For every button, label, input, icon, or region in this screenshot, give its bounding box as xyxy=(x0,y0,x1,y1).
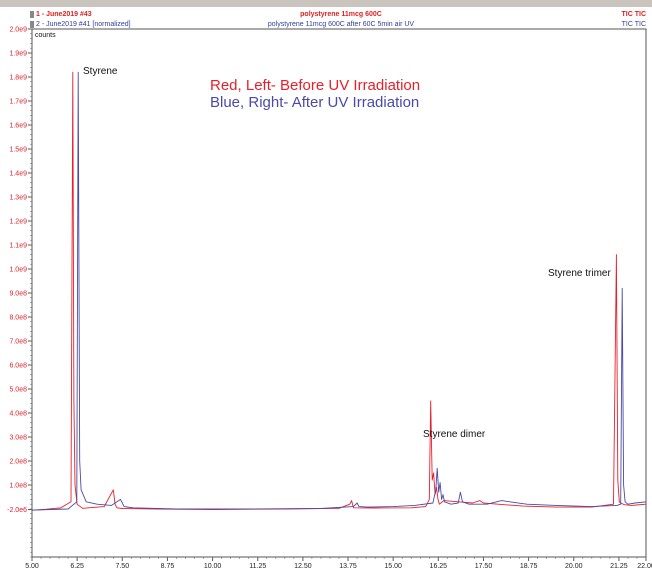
plot-frame xyxy=(31,28,647,558)
x-tick-label: 18.75 xyxy=(520,563,538,569)
x-tick-label: 20.00 xyxy=(565,563,583,569)
styrene-annotation: Styrene xyxy=(83,66,118,77)
x-tick-label: 7.50 xyxy=(115,563,129,569)
y-tick-label: 4.0e8 xyxy=(9,411,27,418)
y-tick-label: 5.0e8 xyxy=(9,387,27,394)
y-axis-ticks: 2.0e9 1.9e9 1.8e9 1.7e9 1.6e9 1.5e9 1.4e9 1.3e9… xyxy=(7,27,32,558)
x-tick-label: 12.50 xyxy=(294,563,312,569)
y-axis-label: counts xyxy=(35,32,56,39)
trace-1-label: 1 - June2019 #43 xyxy=(36,11,92,18)
trace-2-title: polystyrene 11mcg 600C after 60C 5min ai… xyxy=(267,21,415,28)
trace-1-tag: TIC TIC xyxy=(621,11,647,18)
x-tick-label: 6.25 xyxy=(70,563,84,569)
series-layer xyxy=(31,71,647,511)
x-tick-label: 15.00 xyxy=(384,563,402,569)
trace-1-handle-icon[interactable] xyxy=(30,11,34,18)
y-tick-label: 1.2e9 xyxy=(9,219,27,226)
trace-2-header[interactable]: 2 - June2019 #41 [normalized] polystyren… xyxy=(30,19,650,30)
x-tick-label: 22.00 xyxy=(637,563,652,569)
y-tick-label: 1.3e9 xyxy=(9,195,27,202)
y-tick-label: -2.0e6 xyxy=(7,507,27,514)
window-top-band xyxy=(0,0,652,7)
red-trace-line xyxy=(31,71,647,511)
y-tick-label: 1.1e9 xyxy=(9,243,27,250)
legend-red-text: Red, Left- Before UV Irradiation xyxy=(210,77,420,94)
y-tick-label: 1.6e9 xyxy=(9,123,27,130)
trace-1-header[interactable]: 1 - June2019 #43 polystyrene 11mcg 600C … xyxy=(30,9,650,20)
y-tick-label: 2.0e9 xyxy=(9,27,27,34)
x-tick-label: 5.00 xyxy=(25,563,39,569)
trace-2-handle-icon[interactable] xyxy=(30,21,34,28)
y-tick-label: 1.5e9 xyxy=(9,147,27,154)
legend-blue-text: Blue, Right- After UV Irradiation xyxy=(210,94,419,111)
trace-2-tag: TIC TIC xyxy=(621,21,646,28)
trace-1-title: polystyrene 11mcg 600C xyxy=(300,11,382,18)
x-tick-label: 16.25 xyxy=(430,563,448,569)
y-tick-label: 1.8e9 xyxy=(9,75,27,82)
y-tick-label: 3.0e8 xyxy=(9,435,27,442)
x-tick-label: 13.75 xyxy=(339,563,357,569)
x-tick-label: 10.00 xyxy=(204,563,222,569)
y-tick-label: 6.0e8 xyxy=(9,363,27,370)
y-tick-label: 1.0e8 xyxy=(9,483,27,490)
blue-trace-line xyxy=(31,71,647,511)
y-tick-label: 1.9e9 xyxy=(9,51,27,58)
x-tick-label: 11.25 xyxy=(249,563,266,569)
x-tick-label: 17.50 xyxy=(475,563,493,569)
y-tick-label: 1.0e9 xyxy=(9,267,27,274)
x-tick-label: 8.75 xyxy=(161,563,175,569)
y-tick-label: 9.0e8 xyxy=(9,291,27,298)
x-axis-ticks: 5.00 6.25 7.50 8.75 10.00 11.25 12.50 13.75 15.0… xyxy=(25,557,652,569)
x-tick-label: 21.25 xyxy=(610,563,628,569)
y-tick-label: 1.7e9 xyxy=(9,99,27,106)
styrene-trimer-annotation: Styrene trimer xyxy=(548,268,611,279)
styrene-dimer-annotation: Styrene dimer xyxy=(423,429,486,440)
trace-2-label: 2 - June2019 #41 [normalized] xyxy=(36,21,131,28)
y-tick-label: 1.4e9 xyxy=(9,171,27,178)
y-tick-label: 8.0e8 xyxy=(9,315,27,322)
y-tick-label: 7.0e8 xyxy=(9,339,27,346)
y-tick-label: 2.0e8 xyxy=(9,459,27,466)
